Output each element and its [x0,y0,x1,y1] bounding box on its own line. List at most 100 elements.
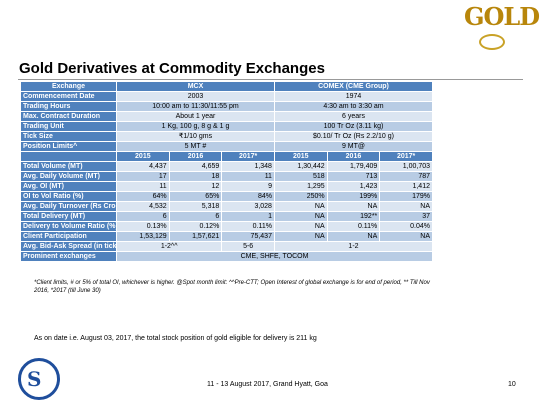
table-row: Avg. Daily Turnover (Rs Crores)4,5325,31… [20,201,433,212]
mcx-value: About 1 year [116,111,275,122]
comex-value: $0.10/ Tr Oz (Rs 2.2/10 g) [273,131,434,142]
mcx-value: 1 Kg, 100 g, 8 g & 1 g [116,121,275,132]
row-label: Prominent exchanges [20,251,117,262]
table-row: Client Participation 1,53,129 1,57,621 75,4… [20,231,433,242]
table-footnote: *Client limits, # or 5% of total OI, whi… [34,280,430,294]
comex-value: 9 MT@ [273,141,434,152]
data-cell: NA [379,201,433,212]
data-cell: 4,532 [116,201,170,212]
row-label: Position Limits^ [20,141,117,152]
data-cell: NA [326,201,381,212]
gold-derivatives-table: Exchange MCX COMEX (CME Group) Commencement… [20,81,434,262]
data-cell: 179% [379,191,433,202]
slide-title: Gold Derivatives at Commodity Exchanges [19,60,325,77]
table-row: OI to Vol Ratio (%) 64% 65% 84% 250% 199% 179% [20,191,433,202]
data-cell: 713 [326,171,381,182]
year-header: 2017* [379,151,433,162]
row-label: Avg. Daily Turnover (Rs Crores) [20,201,117,212]
row-label: Total Delivery (MT) [20,211,117,222]
data-cell: 18 [168,171,223,182]
data-cell: 9 [221,181,275,192]
data-cell: 1,53,129 [116,231,170,242]
data-cell: 1,423 [326,181,381,192]
data-cell: 4,659 [168,161,223,172]
data-cell: 4,437 [116,161,170,172]
table-row: Trading Unit 1 Kg, 100 g, 8 g & 1 g 100 Tr… [20,121,434,132]
data-cell: NA [326,231,381,242]
data-cell: 12 [168,181,223,192]
data-cell: 64% [116,191,170,202]
table-row: Commencement Date 2003 1974 [20,91,434,102]
comex-value: 6 years [273,111,434,122]
header-mcx: MCX [116,81,275,92]
data-cell: 1,00,703 [379,161,433,172]
data-cell: 192** [326,211,381,222]
year-header-row: 2015 2016 2017* 2015 2016 2017* [20,151,433,162]
data-cell: 84% [221,191,275,202]
row-label: OI to Vol Ratio (%) [20,191,117,202]
mcx-value: 5 MT # [116,141,275,152]
data-cell: NA [273,201,328,212]
mcx-value: ₹1/10 gms [116,131,275,142]
data-cell: 11 [221,171,275,182]
row-label: Tick Size [20,131,117,142]
data-cell: 37 [379,211,433,222]
table-header-row: Exchange MCX COMEX (CME Group) [20,81,434,92]
data-cell: NA [273,211,328,222]
comex-value: 100 Tr Oz (3.11 kg) [273,121,434,132]
data-cell: NA [273,221,328,232]
table-row: Total Volume (MT) 4,437 4,659 1,348 1,30,442… [20,161,433,172]
data-cell: 0.12% [168,221,223,232]
data-cell: 1,30,442 [273,161,328,172]
table-row: Avg. Bid-Ask Spread (in ticks) 1-2^^ 5-6 1-… [20,241,434,252]
sebi-logo: S [18,358,60,400]
table-row: Max. Contract Duration About 1 year 6 year… [20,111,434,122]
table-row: Tick Size ₹1/10 gms $0.10/ Tr Oz (Rs 2.2/1… [20,131,434,142]
year-header: 2016 [168,151,223,162]
ring-icon [479,34,505,50]
row-label: Avg. OI (MT) [20,181,117,192]
page-number: 10 [508,381,516,388]
table-row: Prominent exchanges CME, SHFE, TOCOM [20,251,433,262]
row-label: Delivery to Volume Ratio (%) [20,221,117,232]
year-header: 2016 [326,151,381,162]
data-cell: 3,028 [221,201,275,212]
data-cell: NA [273,231,328,242]
data-cell: 1,79,409 [326,161,381,172]
header-exchange: Exchange [20,81,117,92]
mcx-value: 1-2^^ [115,241,223,252]
data-cell: 1,412 [379,181,433,192]
data-cell: 75,437 [221,231,275,242]
data-cell: 17 [116,171,170,182]
row-label: Max. Contract Duration [20,111,117,122]
year-header-blank [20,151,117,162]
table-row: Position Limits^ 5 MT #9 MT@ [20,141,434,152]
table-row: Delivery to Volume Ratio (%) 0.13% 0.12% 0.… [20,221,433,232]
data-cell: NA [379,231,433,242]
data-cell: 1,57,621 [168,231,223,242]
row-label: Trading Unit [20,121,117,132]
stock-position-note: As on date i.e. August 03, 2017, the tot… [34,335,317,342]
row-label: Total Volume (MT) [20,161,117,172]
data-cell: 0.11% [326,221,381,232]
data-cell: 1,295 [273,181,328,192]
data-cell: 0.13% [116,221,170,232]
data-cell: 65% [168,191,223,202]
data-cell: 199% [326,191,381,202]
data-cell: 787 [379,171,433,182]
row-label: Avg. Daily Volume (MT) [20,171,117,182]
data-cell: 0.11% [221,221,275,232]
comex-value: 1-2 [273,241,434,252]
year-header: 2015 [116,151,170,162]
gold-logo: GOLD [452,0,540,52]
data-cell: 518 [273,171,328,182]
year-header: 2015 [273,151,328,162]
gold-logo-text: GOLD [464,2,540,31]
table-row: Avg. Daily Volume (MT) 17 18 11 518 713 787 [20,171,433,182]
data-cell: 0.04% [379,221,433,232]
comex-value: 1974 [273,91,434,102]
data-cell: 1,348 [221,161,275,172]
data-cell: 250% [273,191,328,202]
table-row: Total Delivery (MT) 6 6 1 NA 192** 37 [20,211,433,222]
data-cell: 1 [221,211,275,222]
